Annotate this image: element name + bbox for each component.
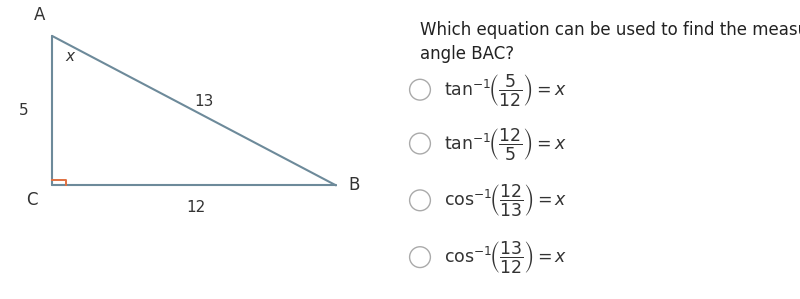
Text: $\mathrm{cos}^{-1}\!\left(\dfrac{12}{13}\right) = x$: $\mathrm{cos}^{-1}\!\left(\dfrac{12}{13}… bbox=[444, 182, 567, 218]
Text: B: B bbox=[348, 176, 359, 194]
Text: $\mathrm{tan}^{-1}\!\left(\dfrac{5}{12}\right) = x$: $\mathrm{tan}^{-1}\!\left(\dfrac{5}{12}\… bbox=[444, 72, 566, 108]
Text: 5: 5 bbox=[19, 103, 29, 118]
Text: x: x bbox=[66, 49, 74, 64]
Text: C: C bbox=[26, 191, 38, 209]
Text: 12: 12 bbox=[186, 200, 206, 215]
Text: $\mathrm{cos}^{-1}\!\left(\dfrac{13}{12}\right) = x$: $\mathrm{cos}^{-1}\!\left(\dfrac{13}{12}… bbox=[444, 239, 567, 275]
Text: A: A bbox=[34, 6, 45, 24]
Text: 13: 13 bbox=[194, 94, 214, 109]
Text: Which equation can be used to find the measure of
angle BAC?: Which equation can be used to find the m… bbox=[420, 21, 800, 62]
Text: $\mathrm{tan}^{-1}\!\left(\dfrac{12}{5}\right) = x$: $\mathrm{tan}^{-1}\!\left(\dfrac{12}{5}\… bbox=[444, 126, 566, 161]
